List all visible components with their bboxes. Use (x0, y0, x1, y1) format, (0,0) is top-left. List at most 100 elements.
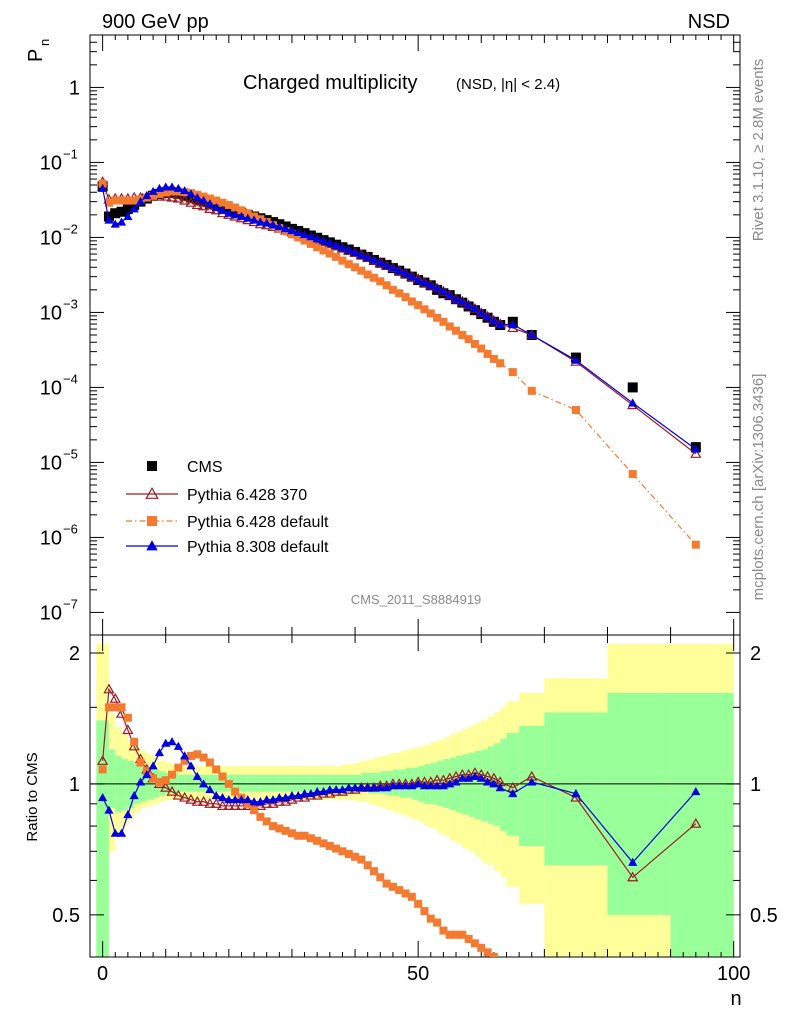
inner-band-bin (247, 774, 255, 792)
data-point (438, 286, 448, 295)
data-point (319, 246, 328, 255)
ratio-point (109, 692, 121, 703)
data-point (231, 203, 240, 212)
inner-band-bin (462, 754, 469, 815)
inner-band-bin (519, 725, 545, 846)
ratio-point (281, 793, 291, 802)
ratio-point (224, 795, 234, 804)
ratio-point (394, 781, 404, 790)
data-point (299, 230, 310, 239)
data-point (173, 183, 183, 192)
data-point (287, 226, 297, 235)
y-main-tick-label: 1 (69, 77, 80, 99)
data-point (496, 359, 505, 368)
data-series (96, 176, 702, 549)
inner-band-bin (607, 692, 671, 915)
ratio-point (104, 703, 113, 712)
data-point (293, 227, 303, 237)
ratio-point (262, 795, 272, 804)
ratio-point (482, 777, 493, 786)
axis-ticks (90, 34, 740, 957)
data-point (375, 258, 385, 267)
ratio-point (375, 783, 385, 792)
ratio-point (351, 852, 360, 861)
ratio-point (229, 800, 241, 810)
data-point (262, 218, 272, 227)
data-point (376, 277, 385, 286)
inner-band-bin (670, 692, 734, 957)
data-point (413, 275, 423, 284)
data-point (130, 196, 139, 205)
data-point (318, 236, 329, 245)
ratio-point (495, 783, 505, 792)
data-point (198, 195, 209, 205)
legend-label: CMS (187, 459, 223, 476)
ratio-point (180, 756, 189, 765)
data-point (98, 183, 108, 192)
legend: CMS Pythia 6.428 370 Pythia 6.428 default P… (126, 459, 329, 556)
data-point (439, 317, 448, 326)
ratio-point (116, 828, 127, 837)
legend-item: Pythia 8.308 default (126, 539, 329, 556)
ratio-point (325, 785, 335, 794)
x-tick-label: 50 (407, 963, 429, 985)
inner-band-bin (172, 772, 179, 794)
header-left-label: 900 GeV pp (102, 11, 209, 33)
ratio-point (261, 798, 273, 808)
data-point (212, 196, 221, 205)
data-point (470, 304, 480, 313)
data-point (180, 186, 190, 195)
ratio-point (400, 781, 411, 790)
data-point (149, 191, 158, 200)
inner-band-bin (121, 759, 128, 811)
ratio-point (149, 774, 158, 783)
ratio-point (174, 763, 183, 772)
ratio-point (167, 737, 177, 746)
ratio-point (154, 748, 165, 757)
data-point (451, 294, 461, 303)
data-point (407, 297, 416, 306)
ratio-point (464, 934, 473, 943)
ratio-point (363, 783, 373, 792)
ratio-point (357, 855, 366, 864)
ratio-point (312, 787, 322, 796)
ratio-point (197, 795, 210, 806)
ratio-point (173, 741, 183, 750)
inner-band-bin (291, 774, 299, 792)
data-point (363, 270, 372, 279)
data-point (489, 354, 498, 363)
legend-label: Pythia 6.428 370 (187, 487, 307, 504)
data-point (185, 196, 197, 207)
inner-band-bin (493, 743, 501, 827)
ratio-point (433, 918, 442, 927)
ratio-point (287, 829, 296, 838)
ratio-point (350, 783, 360, 792)
inner-band-bin (355, 774, 362, 792)
data-point (363, 252, 373, 261)
data-point (369, 255, 379, 264)
legend-item: Pythia 6.428 370 (126, 487, 307, 504)
ratio-point (690, 817, 702, 828)
data-point (388, 285, 397, 294)
y-main-tick-exponent: −4 (63, 371, 78, 386)
ratio-point (407, 892, 416, 901)
ratio-point (268, 795, 278, 804)
legend-item: Pythia 6.428 default (126, 514, 329, 531)
data-point (142, 191, 152, 200)
ratio-point (98, 793, 108, 802)
header-right-label: NSD (688, 11, 730, 33)
data-point (104, 215, 114, 224)
ratio-point (103, 683, 115, 694)
rivet-label: Rivet 3.1.10, ≥ 2.8M events (750, 59, 767, 242)
ratio-point (255, 797, 265, 806)
analysis-watermark: CMS_2011_S8884919 (351, 592, 482, 607)
series-cms (97, 181, 701, 453)
mcplots-label: mcplots.cern.ch [arXiv:1306.3436] (750, 374, 767, 601)
ratio-point (148, 761, 158, 770)
ratio-point (477, 943, 486, 952)
data-point (230, 210, 240, 219)
inner-band-bin (367, 772, 374, 794)
data-point (161, 188, 170, 197)
ratio-point (256, 812, 265, 821)
